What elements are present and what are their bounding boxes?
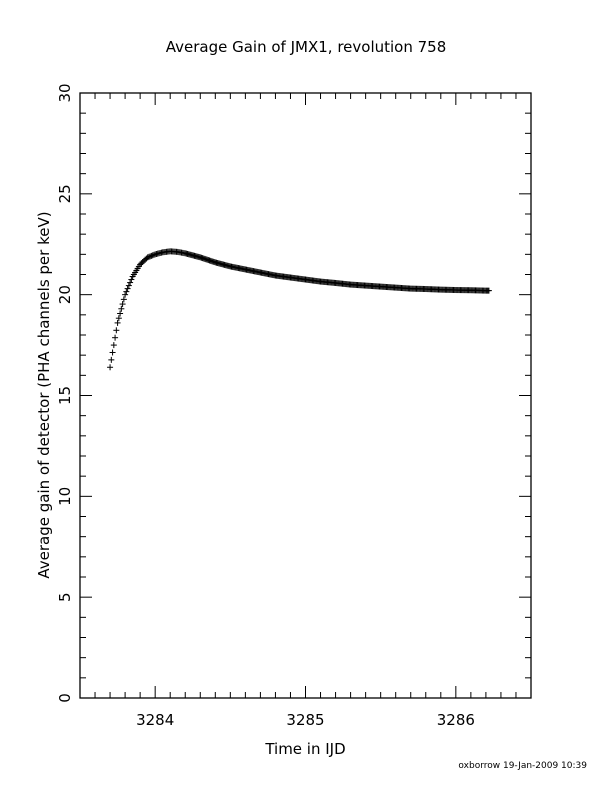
data-point	[108, 356, 115, 363]
data-point	[145, 253, 152, 260]
y-tick-label: 15	[56, 386, 74, 405]
data-points	[107, 248, 492, 371]
y-tick-label: 25	[56, 184, 74, 203]
y-tick-label: 20	[56, 285, 74, 304]
chart-title: Average Gain of JMX1, revolution 758	[165, 38, 447, 56]
data-point	[148, 252, 155, 259]
y-tick-label: 0	[56, 693, 74, 703]
data-point	[147, 253, 154, 260]
data-point	[107, 364, 114, 371]
y-axis-label: Average gain of detector (PHA channels p…	[35, 211, 53, 579]
data-point	[122, 291, 129, 298]
data-point	[113, 327, 120, 334]
data-point	[109, 349, 116, 356]
data-point	[115, 315, 122, 322]
data-point	[124, 285, 131, 292]
x-tick-label: 3284	[136, 711, 174, 729]
x-axis-label: Time in IJD	[265, 740, 346, 758]
data-point	[119, 301, 126, 308]
data-point	[114, 319, 121, 326]
data-point	[120, 296, 127, 303]
x-tick-label: 3285	[286, 711, 324, 729]
data-point	[125, 282, 132, 289]
footer-stamp: oxborrow 19-Jan-2009 10:39	[458, 761, 587, 771]
axis-ticks	[79, 92, 532, 699]
data-point	[149, 252, 156, 259]
y-tick-label: 5	[56, 592, 74, 602]
data-point	[123, 288, 130, 295]
data-point	[150, 251, 157, 258]
y-tick-label: 30	[56, 83, 74, 102]
data-point	[110, 342, 117, 349]
y-tick-label: 10	[56, 487, 74, 506]
x-tick-label: 3286	[437, 711, 475, 729]
data-point	[127, 279, 134, 286]
data-point	[485, 287, 492, 294]
data-point	[144, 254, 151, 261]
data-point	[112, 334, 119, 341]
axis-tick-labels: 3284 3285 3286 0 5 10 15 20 25 30	[56, 83, 475, 729]
data-point	[128, 276, 135, 283]
data-point	[117, 310, 124, 317]
data-point	[118, 305, 125, 312]
plot-frame	[79, 92, 532, 699]
